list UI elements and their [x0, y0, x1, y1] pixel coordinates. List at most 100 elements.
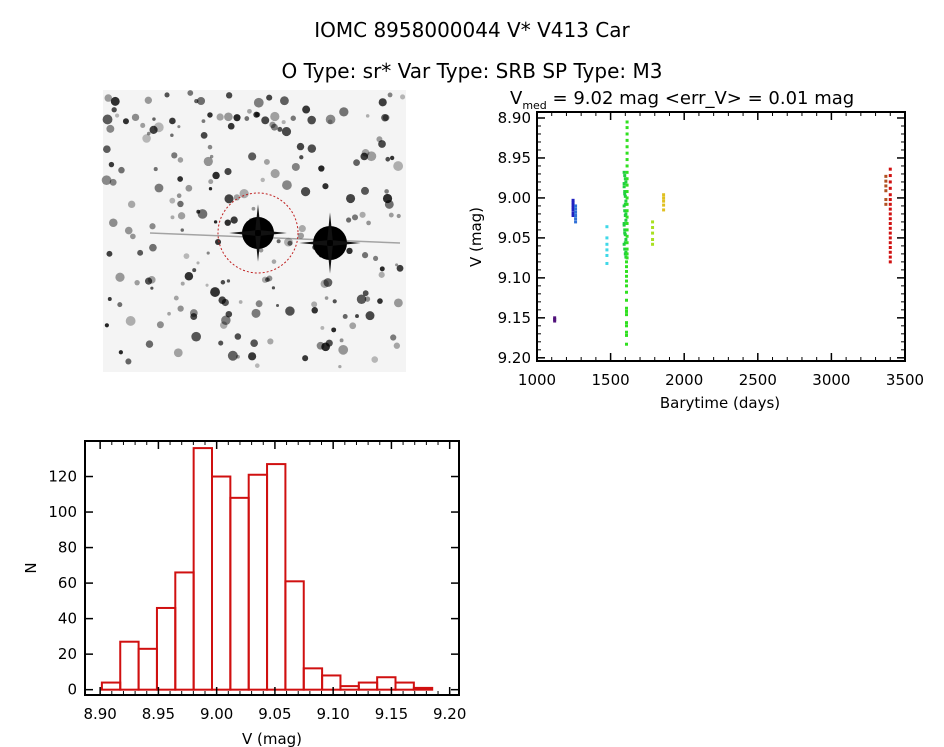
histogram-bar — [357, 681, 379, 691]
star — [324, 296, 329, 300]
star — [180, 228, 184, 232]
star — [118, 350, 123, 355]
data-point — [605, 261, 609, 265]
data-point — [605, 225, 609, 229]
star — [216, 113, 224, 121]
star — [320, 279, 329, 289]
star — [230, 216, 238, 224]
data-point — [884, 179, 888, 183]
data-point — [624, 269, 628, 273]
star — [307, 115, 316, 125]
data-point — [888, 231, 892, 235]
x-tick-label: 3000 — [812, 371, 850, 389]
star — [248, 352, 257, 361]
data-point — [625, 215, 629, 219]
histogram-bar — [192, 447, 213, 691]
data-point — [888, 193, 892, 197]
star — [338, 344, 349, 355]
y-tick-label: 9.00 — [498, 189, 531, 207]
star — [261, 116, 270, 125]
star — [250, 339, 258, 347]
star — [118, 166, 125, 174]
star — [338, 364, 342, 369]
star — [224, 112, 233, 122]
star — [167, 311, 171, 316]
star — [102, 114, 113, 125]
data-point — [625, 177, 629, 181]
data-point — [623, 194, 627, 198]
data-point — [624, 290, 628, 294]
data-point — [888, 167, 892, 171]
star — [210, 287, 220, 298]
data-point — [571, 198, 575, 202]
star — [282, 180, 292, 190]
star — [208, 187, 213, 191]
star — [218, 340, 224, 346]
bright-star — [242, 217, 274, 249]
star — [332, 299, 337, 304]
star — [173, 348, 183, 358]
x-tick-label: 9.20 — [433, 705, 466, 723]
diffraction-spike — [149, 232, 401, 244]
star — [191, 331, 201, 342]
light-curve-ylabel: V (mag) — [467, 207, 485, 267]
data-point — [623, 231, 627, 235]
star — [281, 120, 286, 125]
data-point — [624, 237, 628, 241]
star — [276, 239, 281, 244]
data-point — [888, 180, 892, 184]
y-tick-label: 60 — [58, 574, 77, 592]
data-point — [623, 252, 627, 256]
star — [125, 316, 136, 326]
star — [149, 223, 156, 230]
star — [299, 155, 304, 160]
star — [276, 304, 280, 308]
star — [224, 167, 232, 176]
star — [377, 298, 383, 304]
sky-image — [101, 90, 406, 372]
histogram-bar — [247, 473, 269, 691]
star — [361, 149, 370, 157]
star — [169, 117, 176, 125]
star — [224, 219, 231, 226]
data-point — [574, 214, 578, 218]
y-tick-label: 20 — [58, 645, 77, 663]
data-point — [624, 250, 628, 254]
y-tick-label: 0 — [67, 681, 77, 699]
star — [321, 342, 330, 352]
star — [154, 183, 164, 193]
data-point — [651, 237, 655, 241]
star — [169, 197, 176, 204]
y-tick-label: 40 — [58, 610, 77, 628]
x-tick-label: 8.90 — [83, 705, 116, 723]
star — [302, 355, 309, 362]
star — [185, 184, 193, 192]
data-point — [625, 222, 629, 226]
star — [393, 161, 404, 171]
data-point — [625, 132, 629, 136]
star — [270, 169, 280, 179]
star — [183, 253, 190, 260]
star — [104, 323, 109, 328]
star — [365, 114, 370, 118]
histogram-bar — [394, 681, 415, 691]
data-point — [625, 256, 629, 260]
star — [150, 286, 154, 290]
data-point — [553, 319, 557, 323]
data-point — [623, 241, 627, 245]
star — [144, 277, 153, 285]
data-point — [888, 255, 892, 259]
star — [266, 94, 273, 101]
data-point — [622, 242, 626, 246]
bright-star — [313, 226, 347, 260]
star — [366, 220, 371, 226]
star — [104, 94, 113, 102]
star — [318, 165, 325, 172]
star — [145, 340, 154, 348]
data-point — [571, 211, 575, 215]
star — [207, 144, 213, 150]
star — [153, 167, 158, 172]
star — [359, 211, 366, 218]
star — [366, 151, 377, 162]
